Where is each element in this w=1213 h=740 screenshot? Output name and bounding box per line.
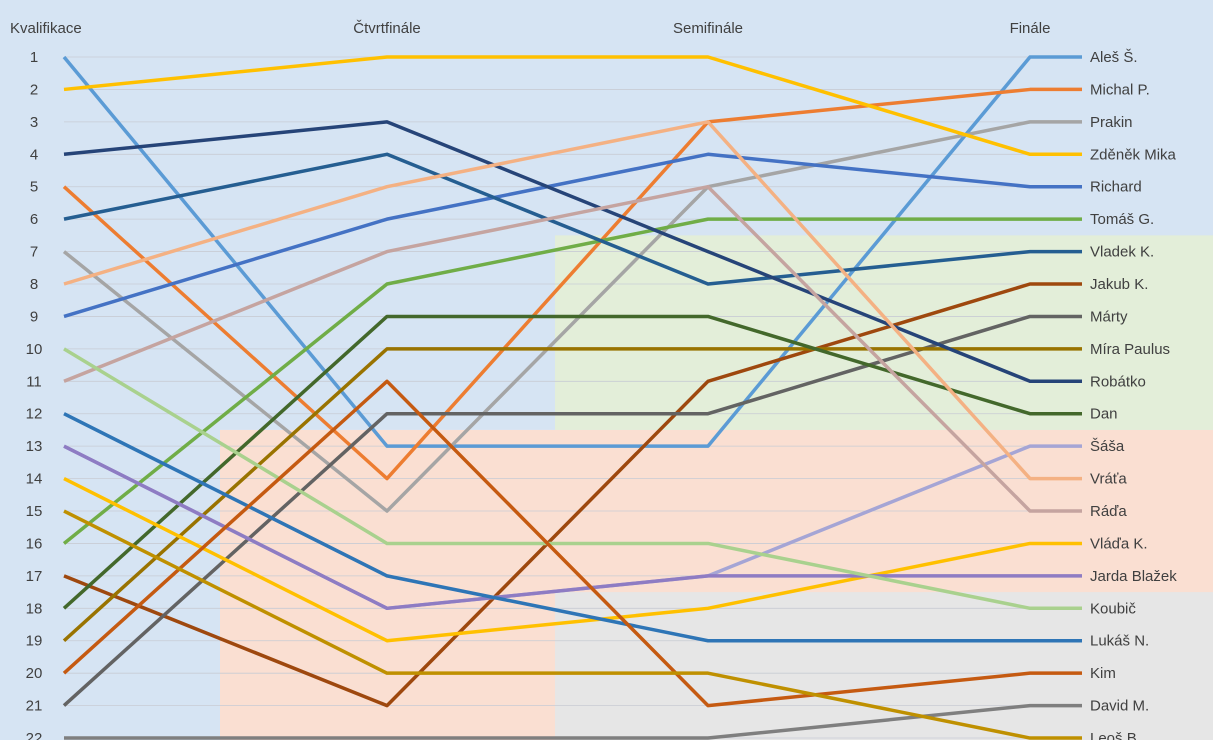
series-label: Richard bbox=[1090, 179, 1142, 196]
round-header: Semifinále bbox=[673, 20, 743, 37]
rank-label: 3 bbox=[30, 114, 38, 131]
rank-label: 2 bbox=[30, 81, 38, 98]
series-line bbox=[63, 509, 1082, 740]
rank-label: 10 bbox=[26, 341, 43, 358]
rank-label: 18 bbox=[26, 600, 43, 617]
round-header: Čtvrtfinále bbox=[353, 20, 421, 37]
series-line bbox=[63, 120, 1082, 481]
series-line bbox=[64, 703, 1082, 740]
series-line bbox=[63, 184, 1082, 513]
series-label: Lukáš N. bbox=[1090, 633, 1149, 650]
series-label: Robátko bbox=[1090, 373, 1146, 390]
series-line bbox=[63, 120, 1082, 384]
rank-label: 6 bbox=[30, 211, 38, 228]
rank-label: 7 bbox=[30, 244, 38, 261]
series-line bbox=[63, 282, 1082, 708]
rank-label: 8 bbox=[30, 276, 38, 293]
rank-label: 11 bbox=[26, 373, 42, 390]
rank-label: 22 bbox=[26, 730, 43, 740]
series-label: Michal P. bbox=[1090, 81, 1150, 98]
round-header: Kvalifikace bbox=[10, 20, 82, 37]
series-label: David M. bbox=[1090, 698, 1149, 715]
series-label: Vladek K. bbox=[1090, 244, 1154, 261]
rank-label: 14 bbox=[26, 471, 43, 488]
rank-label: 19 bbox=[26, 633, 43, 650]
round-header: Finále bbox=[1010, 20, 1051, 37]
rank-label: 12 bbox=[26, 406, 43, 423]
series-line bbox=[63, 444, 1082, 611]
series-line bbox=[62, 314, 1082, 707]
series-label: Kim bbox=[1090, 665, 1116, 682]
series-lines bbox=[62, 55, 1082, 740]
zone-4 bbox=[555, 592, 1213, 740]
rank-label: 9 bbox=[30, 308, 38, 325]
series-line bbox=[63, 152, 1082, 286]
series-line bbox=[63, 55, 1082, 157]
zone-0 bbox=[0, 0, 220, 740]
series-line bbox=[63, 412, 1082, 643]
series-label: Leoš B. bbox=[1090, 730, 1141, 740]
rank-label: 1 bbox=[30, 49, 38, 66]
series-line bbox=[63, 477, 1082, 643]
series-label: Jakub K. bbox=[1090, 276, 1148, 293]
rank-label: 5 bbox=[30, 179, 38, 196]
rank-label: 21 bbox=[26, 698, 43, 715]
series-labels: Aleš Š. Michal P. Prakin Zděněk Mika Richard… bbox=[1090, 49, 1177, 740]
series-line bbox=[62, 55, 1082, 448]
round-headers: Kvalifikace Čtvrtfinále Semifinále Finále bbox=[10, 20, 1050, 37]
series-label: Tomáš G. bbox=[1090, 211, 1154, 228]
series-label: Dan bbox=[1090, 406, 1118, 423]
series-label: Jarda Blažek bbox=[1090, 568, 1177, 585]
rank-label: 16 bbox=[26, 535, 43, 552]
series-label: Aleš Š. bbox=[1090, 49, 1138, 66]
series-label: Prakin bbox=[1090, 114, 1133, 131]
series-label: Zděněk Mika bbox=[1090, 146, 1177, 163]
series-label: Márty bbox=[1090, 308, 1128, 325]
series-line bbox=[62, 314, 1082, 610]
rank-label: 15 bbox=[26, 503, 43, 520]
rank-label: 13 bbox=[26, 438, 43, 455]
series-label: Vláďa K. bbox=[1090, 535, 1148, 552]
series-line bbox=[62, 347, 1082, 643]
rank-label: 20 bbox=[26, 665, 43, 682]
series-label: Ráďa bbox=[1090, 503, 1127, 520]
series-line bbox=[62, 379, 1082, 708]
series-line bbox=[62, 217, 1082, 545]
series-label: Míra Paulus bbox=[1090, 341, 1170, 358]
series-label: Vráťa bbox=[1090, 471, 1127, 488]
series-label: Koubič bbox=[1090, 600, 1136, 617]
series-line bbox=[63, 152, 1082, 319]
series-label: Šáša bbox=[1090, 438, 1125, 455]
rank-label: 4 bbox=[30, 146, 38, 163]
rank-label: 17 bbox=[26, 568, 43, 585]
